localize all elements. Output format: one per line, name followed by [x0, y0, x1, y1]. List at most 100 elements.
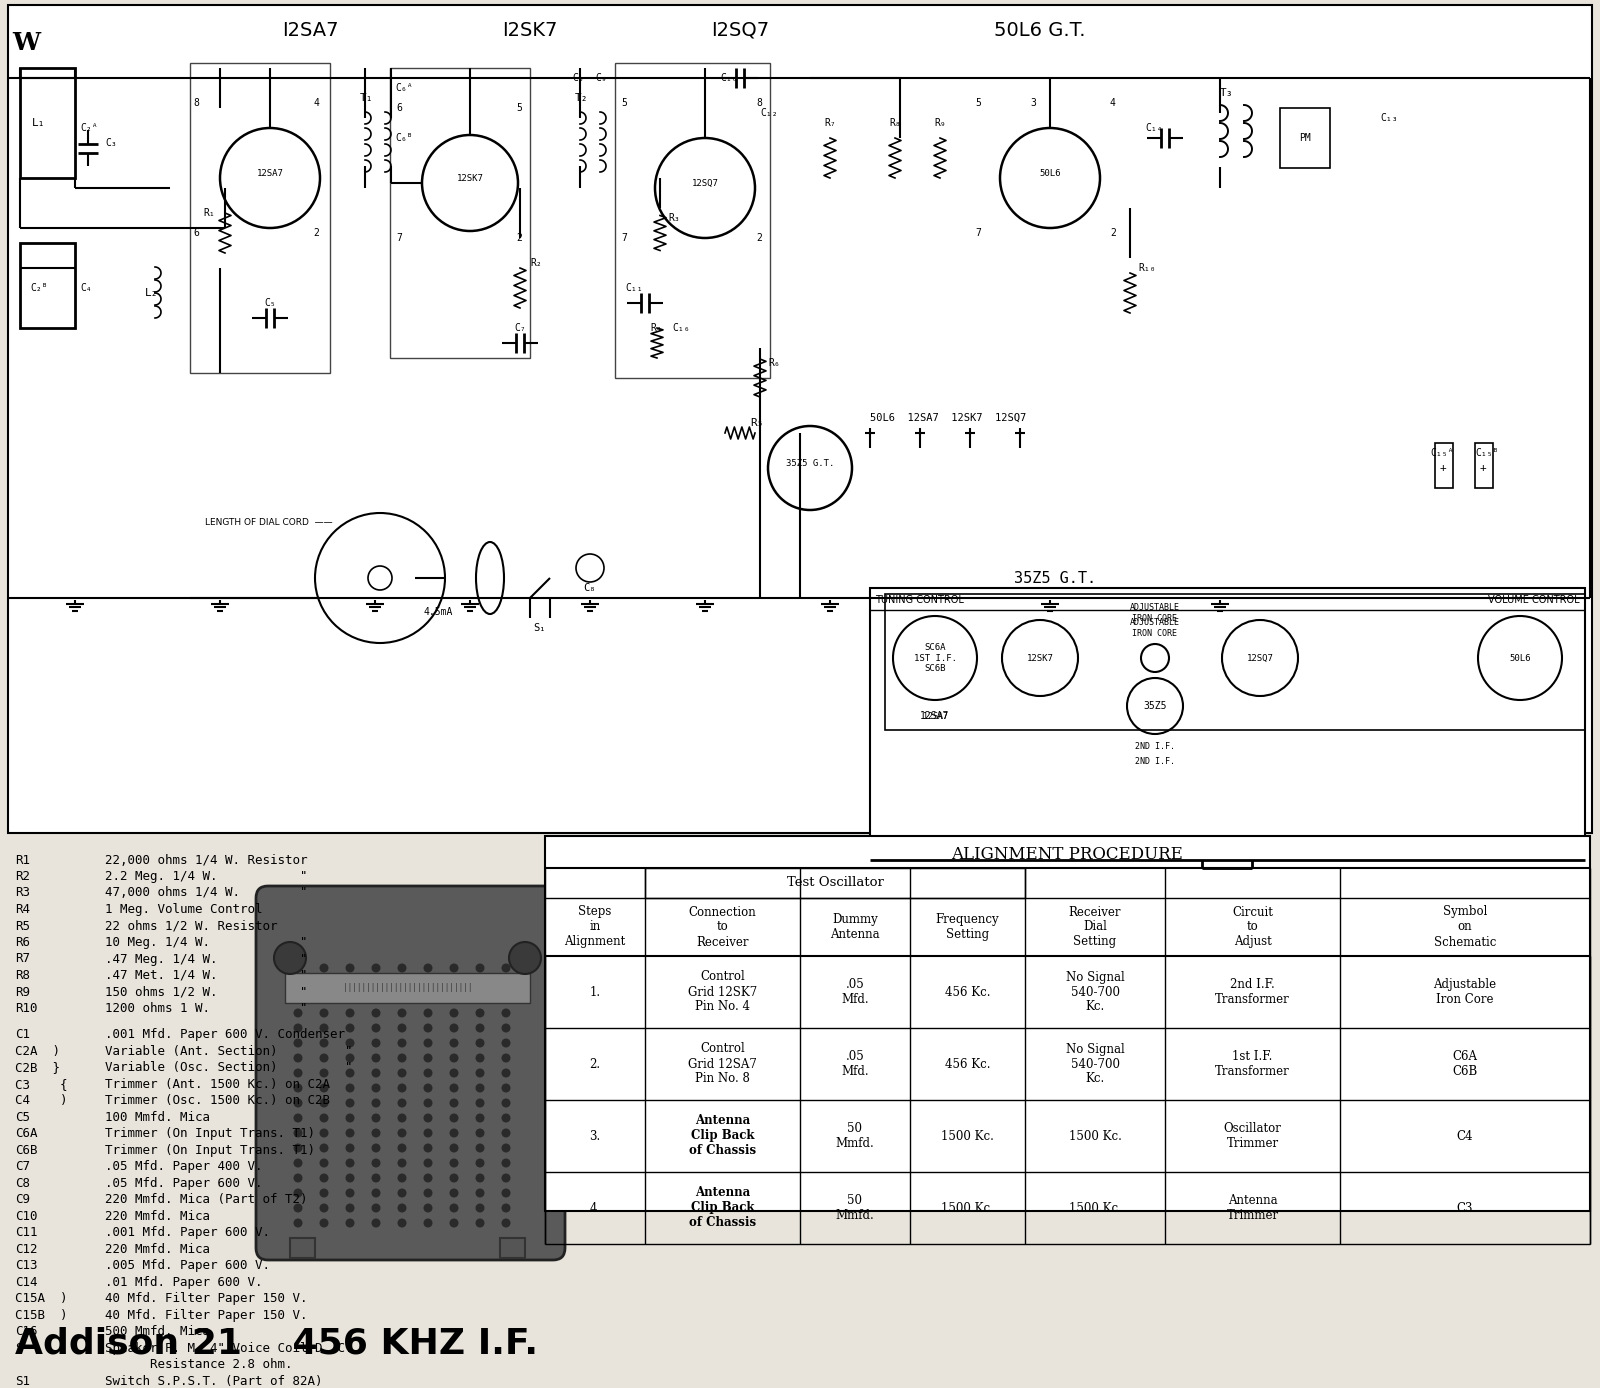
- Text: C6A: C6A: [14, 1127, 37, 1141]
- Bar: [390, 68, 530, 358]
- Circle shape: [501, 963, 510, 973]
- Text: C1: C1: [14, 1029, 30, 1041]
- Circle shape: [475, 1038, 485, 1048]
- Text: 500 Mmfd. Mica: 500 Mmfd. Mica: [106, 1326, 210, 1338]
- Text: 220 Mmfd. Mica: 220 Mmfd. Mica: [106, 1210, 210, 1223]
- Circle shape: [371, 1084, 381, 1092]
- Circle shape: [397, 963, 406, 973]
- Circle shape: [501, 1038, 510, 1048]
- Text: .001 Mfd. Paper 600 V.: .001 Mfd. Paper 600 V.: [106, 1227, 270, 1239]
- Text: C12: C12: [14, 1242, 37, 1256]
- Text: 6: 6: [397, 103, 402, 112]
- Circle shape: [293, 1038, 302, 1048]
- Circle shape: [397, 979, 406, 987]
- Circle shape: [424, 1173, 432, 1183]
- Text: Oscillator
Trimmer: Oscillator Trimmer: [1224, 1122, 1282, 1151]
- Circle shape: [346, 1203, 355, 1213]
- Circle shape: [346, 1188, 355, 1198]
- Circle shape: [397, 1219, 406, 1227]
- Text: 3: 3: [1030, 99, 1035, 108]
- Text: 35Z5 G.T.: 35Z5 G.T.: [786, 458, 834, 468]
- Circle shape: [320, 1188, 328, 1198]
- Circle shape: [450, 1159, 459, 1167]
- Circle shape: [475, 1053, 485, 1062]
- Text: R₅: R₅: [750, 418, 763, 428]
- Circle shape: [397, 1069, 406, 1077]
- Text: 22,000 ohms 1/4 W. Resistor: 22,000 ohms 1/4 W. Resistor: [106, 854, 307, 866]
- Circle shape: [320, 1084, 328, 1092]
- Text: C15A  ): C15A ): [14, 1292, 67, 1305]
- Circle shape: [293, 1084, 302, 1092]
- Text: R1: R1: [14, 854, 30, 866]
- Circle shape: [371, 1023, 381, 1033]
- Circle shape: [320, 1128, 328, 1138]
- Text: 50
Mmfd.: 50 Mmfd.: [835, 1122, 874, 1151]
- Circle shape: [450, 963, 459, 973]
- Text: 7: 7: [621, 233, 627, 243]
- Bar: [870, 589, 1586, 868]
- Circle shape: [475, 1188, 485, 1198]
- Bar: [1435, 443, 1453, 489]
- Circle shape: [397, 1009, 406, 1017]
- Text: +: +: [1440, 464, 1446, 473]
- Circle shape: [274, 942, 306, 974]
- Text: C₁₂: C₁₂: [760, 108, 778, 118]
- Text: TUNING CONTROL: TUNING CONTROL: [875, 595, 963, 605]
- Text: 12SA7: 12SA7: [923, 712, 947, 720]
- Circle shape: [293, 1128, 302, 1138]
- Text: C3    {: C3 {: [14, 1078, 67, 1091]
- Text: 1st I.F.
Transformer: 1st I.F. Transformer: [1214, 1049, 1290, 1078]
- Bar: [885, 594, 1586, 730]
- Circle shape: [475, 963, 485, 973]
- Circle shape: [424, 1023, 432, 1033]
- Circle shape: [397, 1038, 406, 1048]
- Circle shape: [293, 1173, 302, 1183]
- Bar: [1280, 108, 1330, 168]
- Bar: [499, 1238, 525, 1258]
- Text: 50L6  12SA7  12SK7  12SQ7: 50L6 12SA7 12SK7 12SQ7: [870, 414, 1026, 423]
- Text: C2B  }: C2B }: [14, 1062, 61, 1074]
- Circle shape: [293, 1098, 302, 1108]
- Circle shape: [346, 1128, 355, 1138]
- Circle shape: [320, 963, 328, 973]
- Circle shape: [501, 1173, 510, 1183]
- Text: C₃: C₃: [106, 137, 117, 149]
- Circle shape: [450, 1173, 459, 1183]
- Text: 35Z5: 35Z5: [1144, 701, 1166, 711]
- Circle shape: [397, 1128, 406, 1138]
- Circle shape: [501, 1144, 510, 1152]
- Text: Symbol
on
Schematic: Symbol on Schematic: [1434, 905, 1496, 948]
- Text: 12SQ7: 12SQ7: [1246, 654, 1274, 662]
- Circle shape: [475, 1009, 485, 1017]
- Text: C6B: C6B: [14, 1144, 37, 1158]
- Text: .47 Met. 1/4 W.           ": .47 Met. 1/4 W. ": [106, 969, 307, 981]
- Text: Receiver
Dial
Setting: Receiver Dial Setting: [1069, 905, 1122, 948]
- Text: 8: 8: [194, 99, 198, 108]
- Text: 4.5mA: 4.5mA: [424, 607, 453, 618]
- Text: 50L6 G.T.: 50L6 G.T.: [994, 21, 1086, 39]
- Circle shape: [397, 1023, 406, 1033]
- Circle shape: [501, 1188, 510, 1198]
- Circle shape: [397, 1113, 406, 1123]
- Text: 10 Meg. 1/4 W.            ": 10 Meg. 1/4 W. ": [106, 936, 307, 949]
- Circle shape: [320, 1203, 328, 1213]
- Text: 40 Mfd. Filter Paper 150 V.: 40 Mfd. Filter Paper 150 V.: [106, 1292, 307, 1305]
- Text: 456 Kc.: 456 Kc.: [944, 985, 990, 998]
- Bar: [19, 243, 75, 328]
- Text: C2A  ): C2A ): [14, 1045, 61, 1058]
- Text: C₁₃: C₁₃: [1379, 112, 1398, 124]
- Circle shape: [320, 1159, 328, 1167]
- Text: Test Oscillator: Test Oscillator: [787, 876, 883, 890]
- Text: 7: 7: [974, 228, 981, 237]
- Text: Antenna
Clip Back
of Chassis: Antenna Clip Back of Chassis: [690, 1115, 757, 1158]
- Circle shape: [346, 1173, 355, 1183]
- Text: S: S: [14, 1342, 22, 1355]
- Circle shape: [501, 979, 510, 987]
- Circle shape: [501, 1128, 510, 1138]
- Text: 2ND I.F.: 2ND I.F.: [1134, 741, 1174, 751]
- Bar: [614, 62, 770, 378]
- Circle shape: [424, 1084, 432, 1092]
- Circle shape: [346, 1038, 355, 1048]
- Circle shape: [346, 963, 355, 973]
- Circle shape: [424, 1188, 432, 1198]
